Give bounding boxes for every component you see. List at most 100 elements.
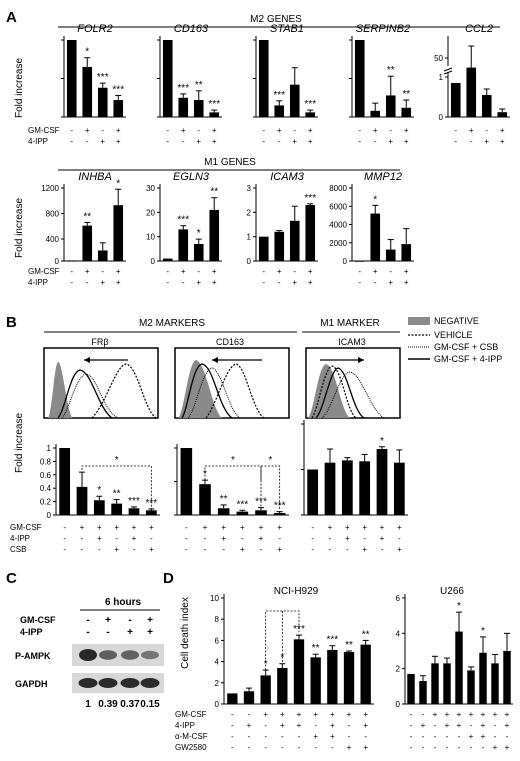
bar xyxy=(481,95,492,117)
treatment-sign: + xyxy=(116,267,121,276)
treatment-sign: - xyxy=(470,137,473,146)
treatment-sign: - xyxy=(358,126,361,135)
treatment-sign: + xyxy=(481,732,486,741)
treatment-sign: - xyxy=(262,137,265,146)
treatment-sign: - xyxy=(278,278,281,287)
treatment-sign: - xyxy=(298,743,301,752)
treatment-sign: - xyxy=(374,137,377,146)
y-tick-label: 8000 xyxy=(329,184,347,193)
treatment-sign: - xyxy=(70,137,73,146)
significance-label: *** xyxy=(177,215,189,226)
bar xyxy=(82,66,93,117)
y-tick-label: 0 xyxy=(47,511,52,520)
significance-label: ** xyxy=(312,643,320,654)
treatment-sign: + xyxy=(457,710,462,719)
treatment-sign: + xyxy=(221,534,226,543)
d-title-nci: NCI-H929 xyxy=(274,586,319,597)
flow-curve-vehicle-fr xyxy=(91,363,157,419)
treatment-sign: - xyxy=(293,126,296,135)
treatment-sign: - xyxy=(422,732,425,741)
significance-label: ** xyxy=(210,187,218,198)
chart-title: MMP12 xyxy=(364,171,402,183)
y-tick-label: 1200 xyxy=(41,184,59,193)
treatment-sign: - xyxy=(446,732,449,741)
treatment-sign: + xyxy=(196,137,201,146)
row-label-gw-d: GW2580 xyxy=(175,743,207,752)
bar xyxy=(360,644,371,704)
western-quantification: 1 0.39 0.37 0.15 xyxy=(85,699,160,710)
treatment-sign: + xyxy=(181,267,186,276)
significance-label: ** xyxy=(402,89,410,100)
bracket-line xyxy=(265,610,300,670)
treatment-sign: - xyxy=(185,523,188,532)
bar xyxy=(111,503,123,515)
treatment-sign: - xyxy=(197,126,200,135)
legend-swatch-negative xyxy=(408,317,430,325)
bar xyxy=(370,213,381,261)
treatment-sign: + xyxy=(457,721,462,730)
treatment-sign: + xyxy=(240,523,245,532)
legend-label-negative: NEGATIVE xyxy=(434,316,479,326)
bar xyxy=(145,510,157,515)
bar xyxy=(467,670,475,704)
row-label-gmcsf-a1: GM-CSF xyxy=(28,126,60,135)
treatment-sign: + xyxy=(292,278,297,287)
m2-genes-title: M2 GENES xyxy=(250,14,302,25)
significance-label: * xyxy=(481,626,485,637)
row-label-gmcsf-b: GM-CSF xyxy=(10,523,42,532)
chart-0: FOLR2*******- + - +- - + + xyxy=(61,23,126,146)
flow-curve-csb-cd163 xyxy=(187,367,241,419)
treatment-sign: - xyxy=(166,267,169,276)
treatment-sign: - xyxy=(231,710,234,719)
row-label-amcsf-d: α-M-CSF xyxy=(175,732,208,741)
treatment-sign: + xyxy=(277,126,282,135)
significance-label: *** xyxy=(304,193,316,204)
treatment-sign: + xyxy=(481,721,486,730)
bar xyxy=(327,649,338,704)
treatment-sign: + xyxy=(505,743,510,752)
treatment-sign: - xyxy=(470,743,473,752)
bar xyxy=(310,657,321,704)
flow-curve-ipp-fr xyxy=(57,369,113,419)
treatment-sign: + xyxy=(308,267,313,276)
treatment-sign: + xyxy=(388,278,393,287)
bracket-nci xyxy=(265,610,300,670)
treatment-sign: + xyxy=(212,137,217,146)
treatment-sign: - xyxy=(241,534,244,543)
chart-title: CCL2 xyxy=(465,23,493,35)
flow-box-fr xyxy=(43,347,159,419)
treatment-sign: + xyxy=(280,710,285,719)
bar xyxy=(93,500,105,515)
treatment-sign: - xyxy=(264,721,267,730)
bar xyxy=(162,258,173,261)
treatment-sign: + xyxy=(292,137,297,146)
treatment-sign: + xyxy=(259,534,264,543)
western-sign: + xyxy=(147,627,153,638)
treatment-sign: - xyxy=(86,278,89,287)
treatment-sign: + xyxy=(221,523,226,532)
band-quant-value: 0.39 xyxy=(98,699,118,710)
treatment-sign: - xyxy=(281,732,284,741)
treatment-sign: - xyxy=(166,137,169,146)
western-sign: + xyxy=(127,627,133,638)
band-label-pampk: P-AMPK xyxy=(15,651,51,661)
y-tick-label: 0.8 xyxy=(40,457,52,466)
bracket-star: * xyxy=(115,455,119,466)
treatment-sign: - xyxy=(166,278,169,287)
bar xyxy=(76,486,88,515)
y-tick-label: 6 xyxy=(396,594,401,603)
band-pampk xyxy=(141,650,159,660)
bar xyxy=(401,107,412,117)
flow-curve-csb-fr xyxy=(61,373,119,419)
chart-3: SERPINB2 ** ** - + - + - - + + xyxy=(349,23,414,146)
treatment-sign: + xyxy=(347,710,352,719)
treatment-sign: - xyxy=(329,534,332,543)
treatment-sign: - xyxy=(231,743,234,752)
blot-strip-gapdh xyxy=(72,673,164,693)
bar xyxy=(243,691,255,704)
axis-break-gap xyxy=(444,66,512,72)
treatment-sign: - xyxy=(63,534,66,543)
western-sign: + xyxy=(147,615,153,626)
treatment-sign: - xyxy=(454,137,457,146)
